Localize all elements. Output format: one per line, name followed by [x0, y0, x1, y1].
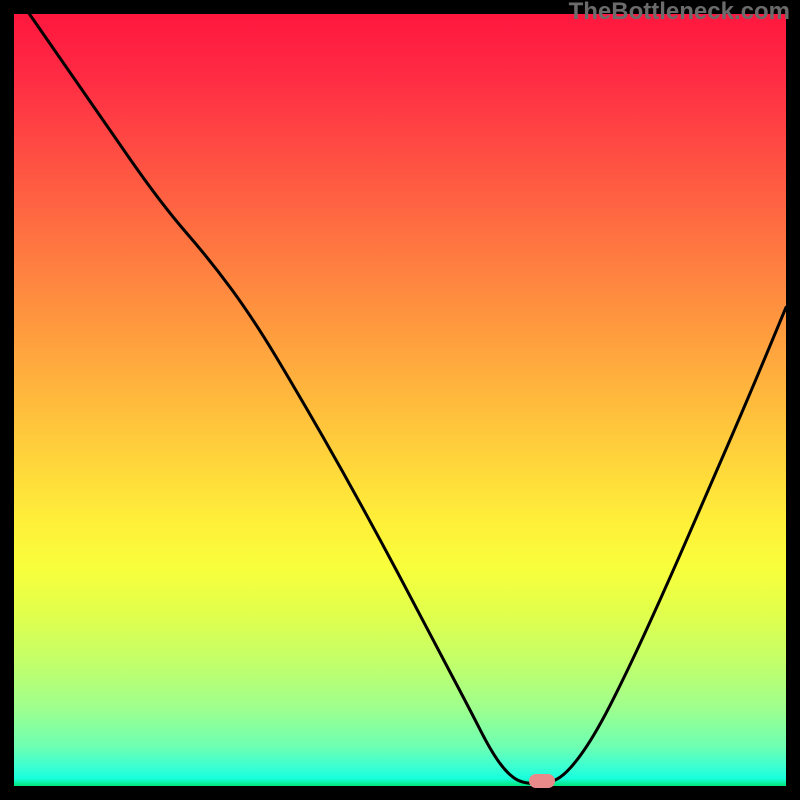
bottleneck-curve	[14, 14, 786, 786]
plot-area	[14, 14, 786, 786]
chart-container: TheBottleneck.com	[0, 0, 800, 800]
optimal-point-marker	[529, 774, 555, 788]
watermark-text: TheBottleneck.com	[569, 0, 790, 26]
